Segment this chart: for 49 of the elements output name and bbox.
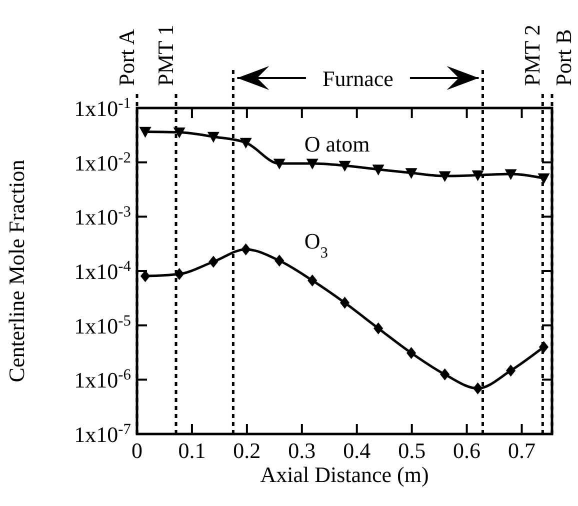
y-axis-title: Centerline Mole Fraction — [4, 160, 29, 382]
point — [440, 368, 450, 380]
ref-line-label: Port A — [114, 29, 139, 86]
x-tick-label: 0.5 — [398, 438, 426, 463]
point — [308, 274, 318, 286]
x-axis-title: Axial Distance (m) — [260, 462, 429, 487]
point — [504, 169, 517, 180]
point — [240, 138, 252, 149]
y-tick-label: 1x10$^{-5}$ — [74, 312, 132, 338]
point — [406, 346, 416, 359]
point — [372, 164, 384, 176]
ref-line-label: PMT 2 — [520, 24, 545, 86]
point — [273, 158, 286, 170]
point — [274, 254, 284, 267]
ref-line-label: Port B — [551, 29, 576, 86]
y-tick-label: 1x10$^{-1}$ — [74, 94, 131, 121]
x-tick-label: 0.6 — [453, 438, 481, 463]
point — [438, 171, 451, 182]
point — [405, 168, 418, 179]
text: Furnace — [322, 66, 394, 91]
x-tick-label: 0.2 — [233, 438, 261, 463]
point — [374, 322, 384, 334]
point — [241, 243, 251, 256]
point — [208, 256, 218, 268]
point — [472, 382, 483, 394]
point — [472, 170, 484, 182]
x-tick-label: 0 — [132, 438, 142, 463]
x-tick-label: 0.1 — [178, 438, 206, 463]
x-tick-label: 0.7 — [508, 438, 536, 463]
point — [139, 126, 152, 138]
x-tick-label: 0.3 — [288, 438, 316, 463]
point — [173, 128, 186, 138]
x-tick-label: 0.4 — [343, 438, 371, 463]
point — [538, 173, 550, 184]
point — [538, 340, 549, 353]
y-tick-label: 1x10$^{-2}$ — [74, 148, 131, 176]
y-tick-label: 1x10$^{-7}$ — [74, 420, 132, 447]
point — [306, 158, 318, 170]
point — [338, 160, 351, 172]
ref-line-label: PMT 1 — [153, 24, 178, 86]
y-tick-label: 1x10$^{-4}$ — [74, 258, 132, 284]
point — [207, 132, 220, 143]
series-label: O$_{3}$ — [304, 228, 328, 262]
point — [340, 296, 350, 309]
point — [506, 364, 516, 377]
legend-label: O atom — [304, 132, 370, 157]
y-tick-label: 1x10$^{-3}$ — [74, 203, 132, 230]
point — [174, 268, 184, 280]
y-tick-label: 1x10$^{-6}$ — [74, 366, 132, 393]
